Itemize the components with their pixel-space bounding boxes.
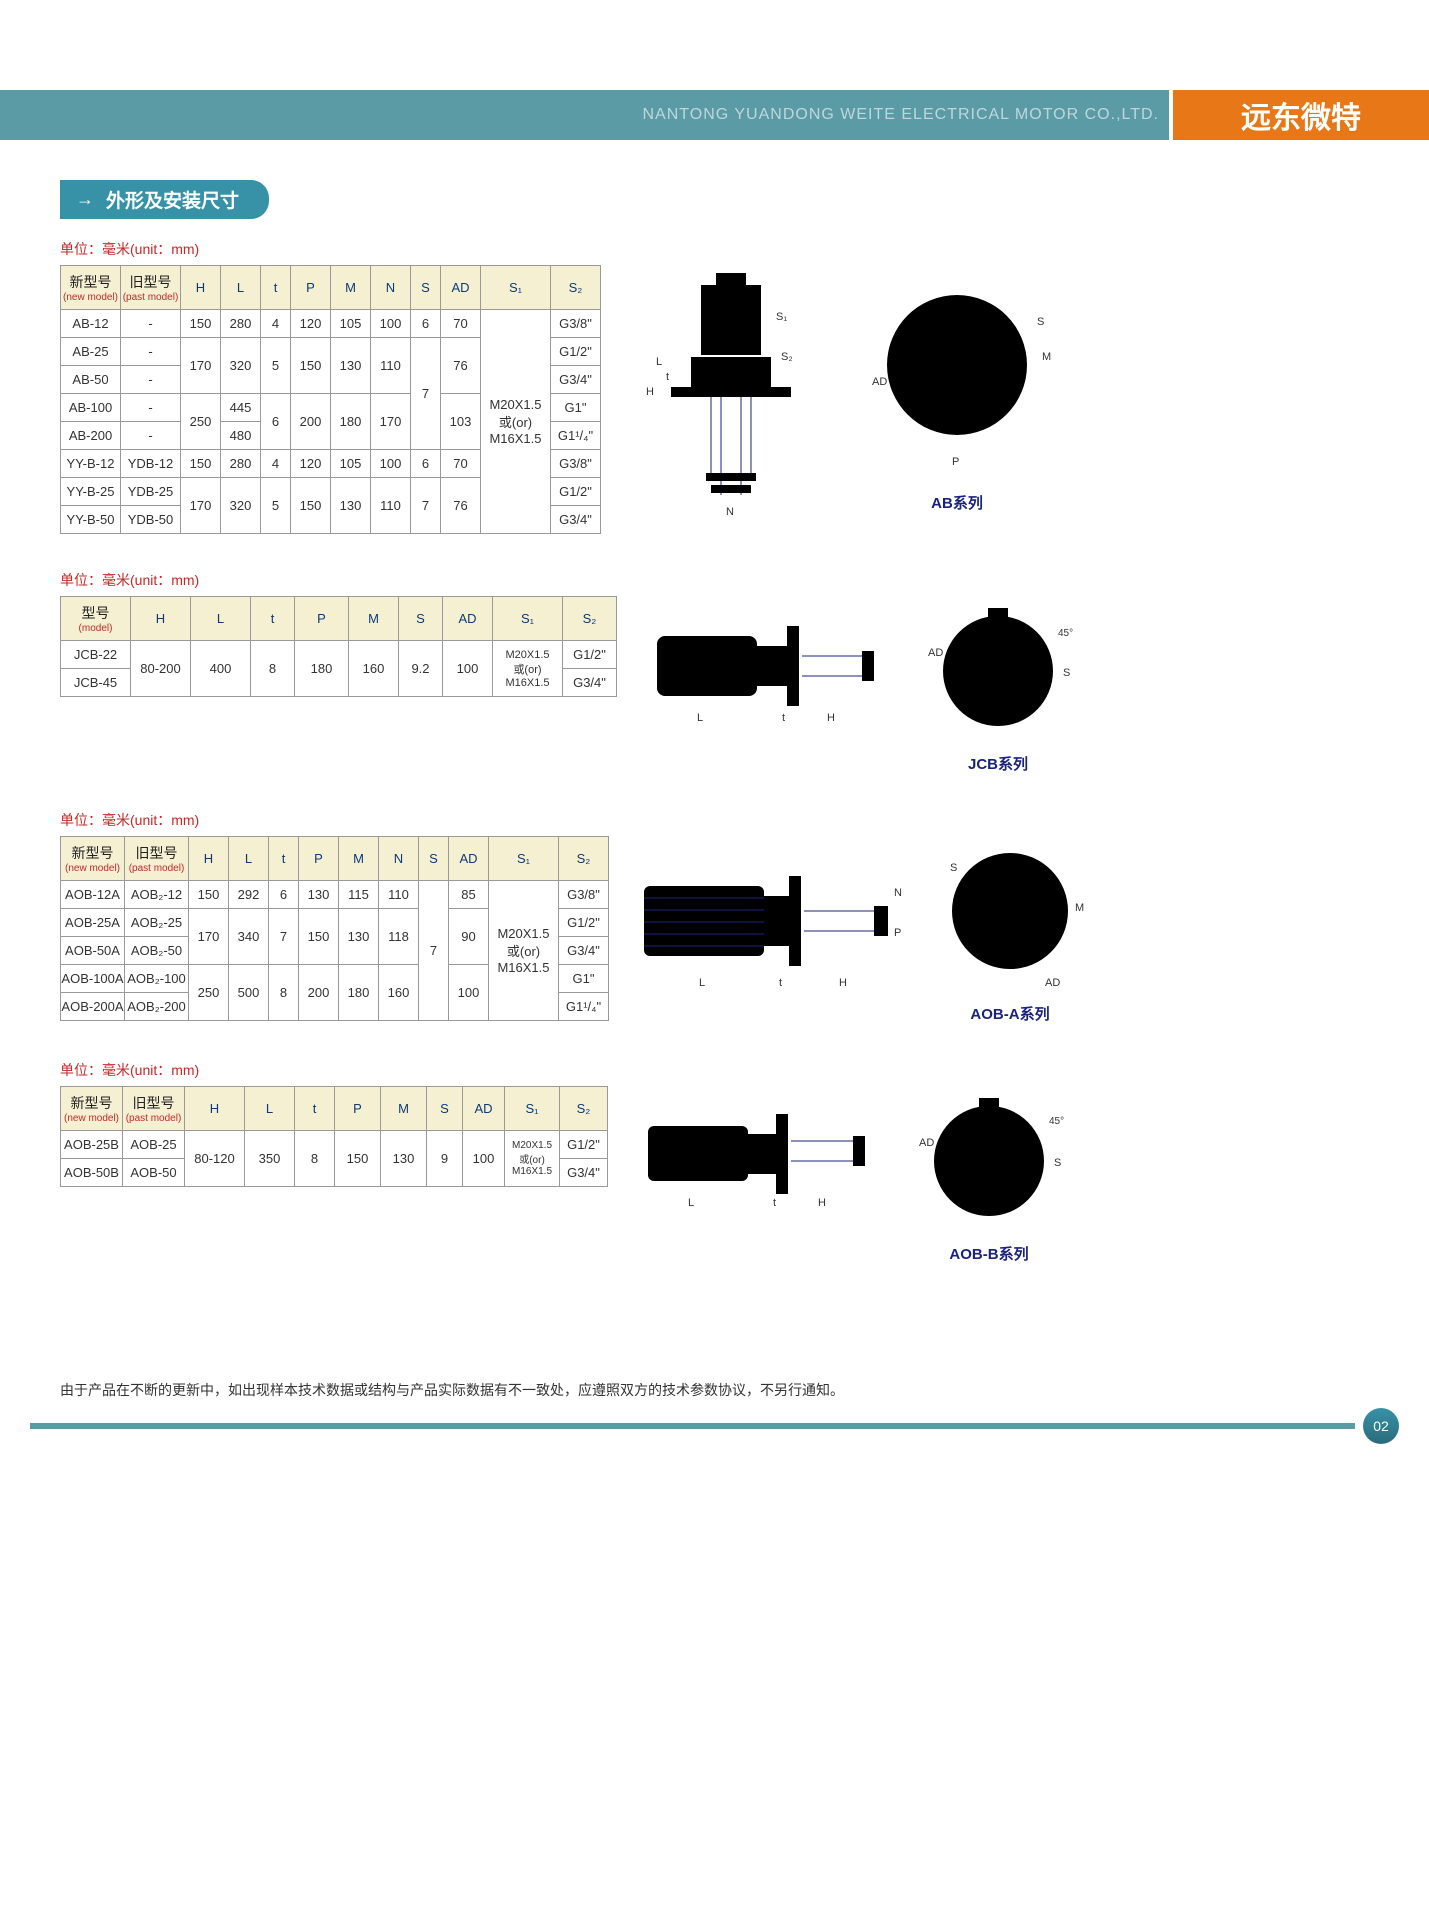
diagram-label: AB系列: [857, 492, 1057, 513]
table-row: JCB-2280-20040081801609.2100M20X1.5 或(or…: [61, 641, 617, 669]
table-row: AOB-12AAOB₂-121502926130115110785M20X1.5…: [61, 881, 609, 909]
diagram-aobb: L t H AD 45° S: [628, 1086, 1369, 1264]
svg-text:t: t: [779, 977, 782, 989]
flange-front-view-icon: S M AD: [925, 836, 1095, 996]
col-new-model: 新型号(new model): [61, 266, 121, 310]
footer-note: 由于产品在不断的更新中，如出现样本技术数据或结构与产品实际数据有不一致处，应遵照…: [60, 1380, 1369, 1400]
footer-bar: 02: [0, 1408, 1429, 1474]
svg-text:P: P: [952, 456, 959, 468]
svg-text:N: N: [726, 506, 734, 518]
company-name-en: NANTONG YUANDONG WEITE ELECTRICAL MOTOR …: [0, 90, 1169, 140]
svg-text:M: M: [1075, 902, 1084, 914]
svg-text:t: t: [666, 371, 669, 383]
col-S: S: [411, 266, 441, 310]
page-header: NANTONG YUANDONG WEITE ELECTRICAL MOTOR …: [0, 90, 1429, 140]
spec-table-ab: 新型号(new model) 旧型号(past model) H L t P M…: [60, 265, 601, 534]
flange-front-view-icon: AD 45° S: [913, 596, 1083, 746]
col-model: 型号(model): [61, 597, 131, 641]
svg-text:L: L: [688, 1197, 694, 1209]
footer-line: [30, 1423, 1355, 1429]
diagram-jcb: L t H AD 45° S: [637, 596, 1369, 774]
col-L: L: [221, 266, 261, 310]
svg-text:S₂: S₂: [781, 351, 793, 363]
col-M: M: [331, 266, 371, 310]
col-H: H: [181, 266, 221, 310]
col-t: t: [261, 266, 291, 310]
unit-label: 单位：毫米(unit：mm): [60, 1060, 1369, 1080]
col-N: N: [371, 266, 411, 310]
col-S2: S₂: [551, 266, 601, 310]
unit-label: 单位：毫米(unit：mm): [60, 810, 1369, 830]
unit-label: 单位：毫米(unit：mm): [60, 570, 1369, 590]
diagram-label: AOB-B系列: [904, 1243, 1074, 1264]
spec-table-jcb: 型号(model) HLt PMS ADS₁S₂ JCB-2280-200400…: [60, 596, 617, 697]
company-name-zh: 远东微特: [1169, 90, 1429, 140]
svg-text:S: S: [1063, 667, 1070, 679]
svg-text:H: H: [818, 1197, 826, 1209]
flange-top-view-icon: S M AD P: [857, 265, 1057, 485]
svg-text:S: S: [950, 862, 957, 874]
spec-table-aoba: 新型号(new model) 旧型号(past model) HLt PMN S…: [60, 836, 609, 1021]
svg-text:H: H: [646, 386, 654, 398]
svg-text:t: t: [773, 1197, 776, 1209]
col-past-model: 旧型号(past model): [121, 266, 181, 310]
svg-text:H: H: [839, 977, 847, 989]
unit-label: 单位：毫米(unit：mm): [60, 239, 1369, 259]
svg-text:M: M: [1042, 351, 1051, 363]
col-S1: S₁: [481, 266, 551, 310]
svg-text:45°: 45°: [1058, 628, 1073, 639]
svg-text:L: L: [699, 977, 705, 989]
page-number: 02: [1363, 1408, 1399, 1444]
svg-text:t: t: [782, 712, 785, 724]
svg-text:AD: AD: [928, 647, 943, 659]
diagram-aoba: t L H N P S M: [629, 836, 1369, 1024]
flange-front-view-icon: AD 45° S: [904, 1086, 1074, 1236]
section-title-text: 外形及安装尺寸: [106, 186, 239, 213]
svg-text:L: L: [656, 356, 662, 368]
svg-text:AD: AD: [1045, 977, 1060, 989]
spec-table-aobb: 新型号(new model) 旧型号(past model) HLt PMS A…: [60, 1086, 608, 1187]
diagram-label: JCB系列: [913, 753, 1083, 774]
motor-side-view-icon: L t H: [628, 1086, 888, 1226]
diagram-label: AOB-A系列: [925, 1003, 1095, 1024]
svg-text:AD: AD: [872, 376, 887, 388]
motor-side-view-icon: t L H N P: [629, 836, 909, 1006]
col-AD: AD: [441, 266, 481, 310]
svg-text:N: N: [894, 887, 902, 899]
pump-side-view-icon: H L t N S₁ S₂: [621, 265, 841, 525]
svg-text:AD: AD: [919, 1137, 934, 1149]
svg-text:L: L: [697, 712, 703, 724]
motor-side-view-icon: L t H: [637, 596, 897, 736]
col-P: P: [291, 266, 331, 310]
svg-text:H: H: [827, 712, 835, 724]
svg-text:S: S: [1037, 316, 1044, 328]
svg-text:P: P: [894, 927, 901, 939]
svg-text:S: S: [1054, 1157, 1061, 1169]
table-row: AB-12-1502804120105100670M20X1.5 或(or) M…: [61, 310, 601, 338]
table-row: AOB-25BAOB-2580-12035081501309100M20X1.5…: [61, 1131, 608, 1159]
svg-text:S₁: S₁: [776, 311, 787, 323]
svg-text:45°: 45°: [1049, 1116, 1064, 1127]
section-title: → 外形及安装尺寸: [60, 180, 269, 219]
arrow-icon: →: [76, 189, 94, 210]
diagram-ab: H L t N S₁ S₂ S: [621, 265, 1369, 534]
